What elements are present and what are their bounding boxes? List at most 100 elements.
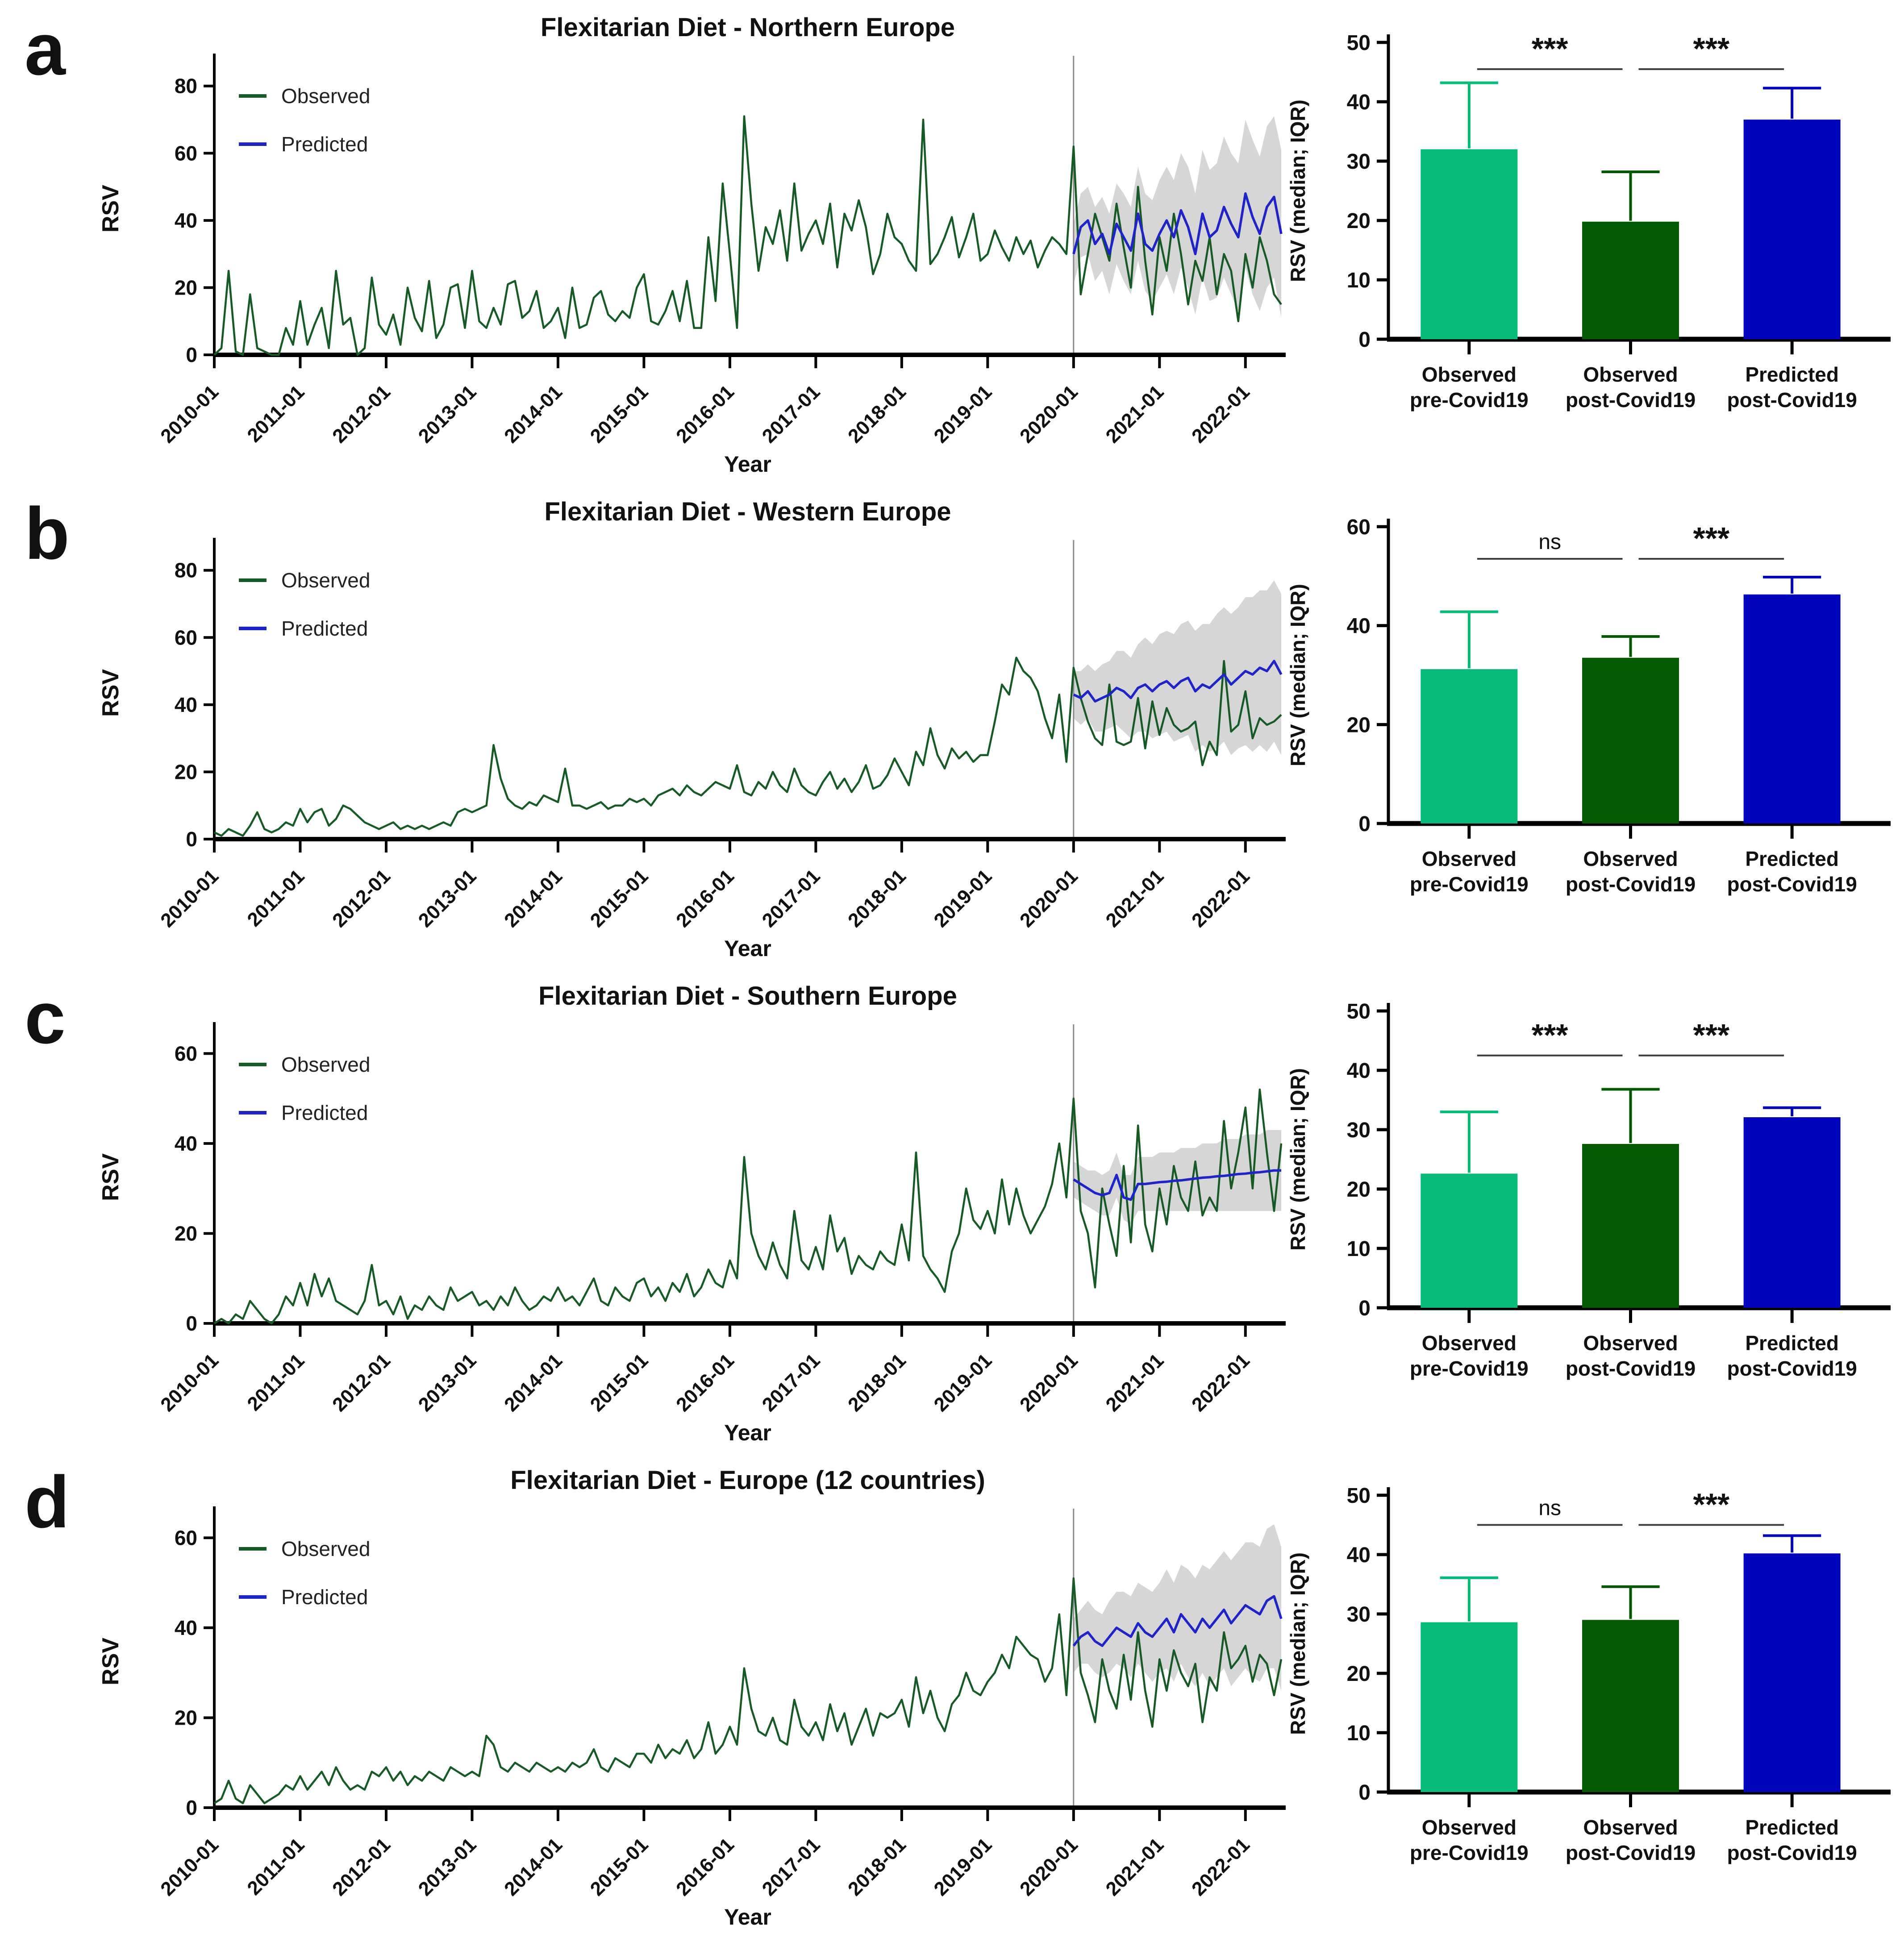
- bar-0: [1421, 1622, 1518, 1792]
- bar-chart-b: 0 20 40 60 RSV (median; IQR) Observed pre-Covi…: [1286, 516, 1891, 896]
- sig-label-1: ***: [1693, 1487, 1729, 1522]
- x-tick-label: 2022-01: [1187, 1349, 1254, 1416]
- bar-label-line2: pre-Covid19: [1410, 1841, 1529, 1864]
- y-tick-label: 40: [1347, 91, 1371, 114]
- observed-series: [213, 1577, 1283, 1805]
- bar-1: [1582, 1620, 1679, 1792]
- x-tick-label: 2011-01: [243, 1349, 308, 1415]
- x-tick-label: 2022-01: [1187, 1834, 1254, 1900]
- confidence-band: [1073, 116, 1281, 318]
- sig-label-1: ***: [1693, 31, 1729, 66]
- bar-label-line2: post-Covid19: [1727, 1841, 1857, 1864]
- sig-label-0: ***: [1532, 31, 1568, 66]
- x-tick-label: 2020-01: [1016, 1834, 1082, 1900]
- bar-label-line2: post-Covid19: [1566, 1841, 1696, 1864]
- y-tick-label: 30: [1347, 1119, 1371, 1142]
- bar-label-line2: pre-Covid19: [1410, 1357, 1529, 1380]
- x-tick-label: 2015-01: [586, 865, 653, 932]
- x-tick-label: 2021-01: [1102, 1834, 1168, 1900]
- y-axis-title: RSV: [98, 669, 124, 717]
- x-tick-label: 2015-01: [586, 381, 653, 447]
- x-tick-label: 2022-01: [1187, 865, 1254, 932]
- panel-letter-a: a: [25, 8, 66, 90]
- bar-label-line2: post-Covid19: [1727, 873, 1857, 896]
- bar-2: [1743, 119, 1841, 339]
- line-chart-wrap-c: Flexitarian Diet - Southern Europe 0 20 40…: [67, 969, 1317, 1453]
- panel-letter-c: c: [25, 977, 66, 1059]
- bar-0: [1421, 669, 1518, 823]
- x-tick-label: 2011-01: [243, 1834, 308, 1899]
- bar-label-line1: Observed: [1422, 847, 1517, 870]
- panel-d: d Flexitarian Diet - Europe (12 countrie…: [0, 1453, 1904, 1937]
- predicted-series: [1072, 1595, 1283, 1647]
- sig-label-0: ***: [1532, 1018, 1568, 1052]
- y-tick-label: 0: [186, 343, 197, 366]
- chart-title-c: Flexitarian Diet - Southern Europe: [538, 981, 957, 1011]
- line-chart-wrap-d: Flexitarian Diet - Europe (12 countries)…: [67, 1453, 1317, 1937]
- bar-2: [1743, 594, 1841, 823]
- x-axis-title: Year: [724, 1905, 771, 1930]
- y-tick-label: 20: [1347, 1662, 1371, 1686]
- x-tick-label: 2014-01: [500, 865, 567, 932]
- y-axis-title: RSV (median; IQR): [1286, 1552, 1309, 1735]
- legend-predicted-label: Predicted: [281, 1101, 368, 1124]
- x-tick-label: 2018-01: [844, 865, 910, 932]
- bar-chart-wrap-a: 0 10 20 30 40 50 RSV (median; IQR) Observed pre-…: [1270, 0, 1904, 484]
- x-tick-label: 2010-01: [156, 1834, 223, 1900]
- y-tick-label: 20: [175, 760, 197, 783]
- legend-predicted-label: Predicted: [281, 1585, 368, 1609]
- bar-label-line2: post-Covid19: [1727, 388, 1857, 412]
- y-axis-title: RSV: [98, 1153, 124, 1201]
- y-tick-label: 0: [186, 1312, 197, 1335]
- y-axis-title: RSV (median; IQR): [1286, 584, 1309, 766]
- bar-chart-wrap-c: 0 10 20 30 40 50 RSV (median; IQR) Observed pre-…: [1270, 969, 1904, 1453]
- observed-series: [214, 657, 1282, 837]
- y-tick-label: 50: [1347, 1484, 1371, 1508]
- bar-label-line1: Predicted: [1745, 1331, 1839, 1355]
- x-tick-label: 2021-01: [1102, 865, 1168, 932]
- y-tick-label: 60: [175, 1042, 197, 1065]
- x-tick-label: 2014-01: [500, 1349, 567, 1416]
- y-tick-label: 40: [175, 1132, 197, 1155]
- x-tick-label: 2014-01: [500, 1834, 567, 1900]
- bar-label-line1: Observed: [1583, 847, 1678, 870]
- x-tick-label: 2010-01: [156, 865, 223, 932]
- line-chart-c: 0 20 40 60 2010-01 2011-01 2012-01 2013-01 2014-…: [98, 1022, 1286, 1445]
- y-tick-label: 40: [175, 1616, 197, 1639]
- bar-1: [1582, 221, 1679, 339]
- sig-label-1: ***: [1693, 1018, 1729, 1052]
- bar-label-line2: post-Covid19: [1566, 1357, 1696, 1380]
- x-tick-label: 2010-01: [156, 1349, 223, 1416]
- y-tick-label: 80: [175, 559, 197, 582]
- y-tick-label: 40: [175, 209, 197, 232]
- y-tick-label: 10: [1347, 1722, 1371, 1745]
- y-tick-label: 60: [175, 626, 197, 649]
- bar-label-line1: Predicted: [1745, 363, 1839, 386]
- x-tick-label: 2019-01: [930, 381, 996, 447]
- x-tick-label: 2013-01: [414, 865, 481, 932]
- x-tick-label: 2017-01: [758, 1349, 825, 1416]
- x-tick-label: 2019-01: [930, 1834, 996, 1900]
- x-tick-label: 2012-01: [328, 1349, 395, 1416]
- bar-0: [1421, 149, 1518, 339]
- x-axis-title: Year: [724, 452, 771, 477]
- x-tick-label: 2021-01: [1102, 381, 1168, 447]
- bar-2: [1743, 1117, 1841, 1308]
- x-tick-label: 2016-01: [672, 1834, 738, 1900]
- predicted-series: [1073, 660, 1283, 703]
- bar-label-line2: post-Covid19: [1727, 1357, 1857, 1380]
- line-chart-wrap-b: Flexitarian Diet - Western Europe 0 20 40 6…: [67, 484, 1317, 969]
- x-tick-label: 2016-01: [672, 1349, 738, 1416]
- x-tick-label: 2012-01: [328, 381, 395, 447]
- x-tick-label: 2014-01: [500, 381, 567, 447]
- y-tick-label: 40: [1347, 1059, 1371, 1083]
- x-tick-label: 2012-01: [328, 1834, 395, 1900]
- x-axis-title: Year: [724, 1420, 771, 1445]
- line-chart-wrap-a: Flexitarian Diet - Northern Europe 0 20 40…: [67, 0, 1317, 484]
- x-tick-label: 2012-01: [328, 865, 395, 932]
- x-tick-label: 2022-01: [1187, 381, 1254, 447]
- y-tick-label: 80: [175, 75, 197, 98]
- y-axis-title: RSV: [98, 1638, 124, 1685]
